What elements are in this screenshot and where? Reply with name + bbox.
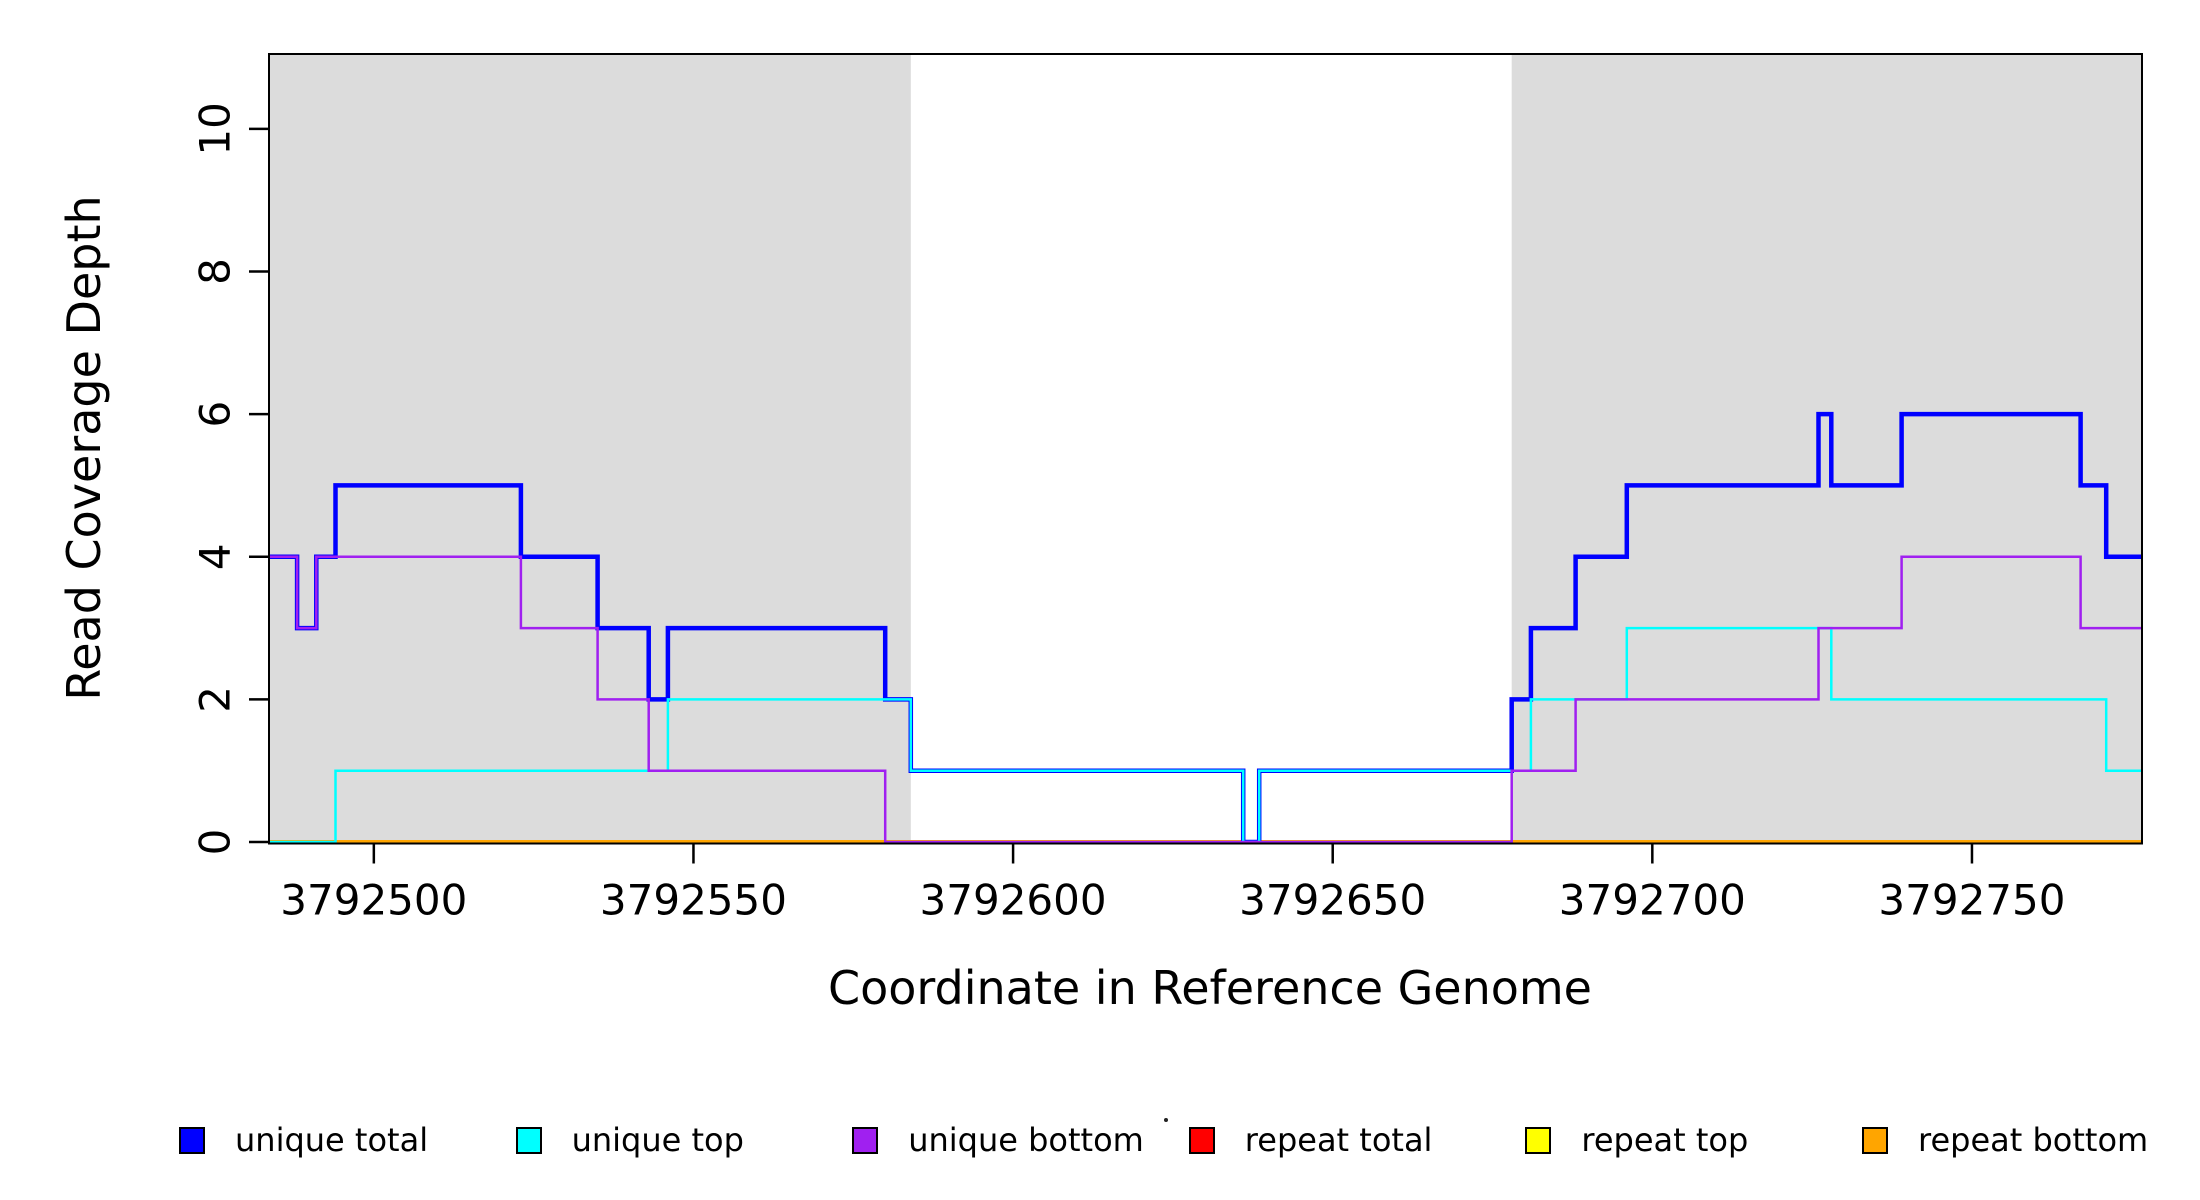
legend-item-unique-bottom: unique bottom: [852, 1118, 1144, 1162]
legend-label: unique bottom: [908, 1121, 1144, 1159]
legend-swatch-unique-total: [179, 1126, 205, 1154]
legend-swatch-repeat-bottom: [1862, 1126, 1888, 1154]
legend-label: unique total: [235, 1121, 429, 1159]
legend-swatch-repeat-total: [1188, 1126, 1215, 1154]
legend-swatch-repeat-top: [1525, 1126, 1552, 1154]
legend-label: repeat total: [1244, 1121, 1433, 1159]
x-tick-label: 3792750: [1878, 876, 2065, 925]
x-axis-title: Coordinate in Reference Genome: [828, 961, 1592, 1015]
legend-item-repeat-total: repeat total: [1188, 1118, 1433, 1162]
x-tick-label: 3792700: [1559, 876, 1746, 925]
plot-border: [268, 53, 2143, 845]
series-line-unique-bottom: [269, 555, 2142, 844]
legend-label: repeat top: [1581, 1121, 1749, 1159]
y-tick-label: 2: [191, 686, 240, 713]
x-tick-label: 3792550: [600, 876, 787, 925]
y-axis-title: Read Coverage Depth: [57, 195, 111, 701]
y-tick-label: 4: [191, 543, 240, 570]
y-tick-label: 6: [191, 401, 240, 428]
stray-mark: [1164, 1118, 1168, 1122]
legend-swatch-unique-bottom: [852, 1126, 879, 1154]
legend-item-unique-total: unique total: [179, 1118, 428, 1162]
legend-swatch-unique-top: [515, 1126, 542, 1154]
shaded-region-1: [269, 54, 911, 844]
y-tick-label: 8: [191, 258, 240, 285]
x-tick-label: 3792500: [280, 876, 467, 925]
legend-item-repeat-top: repeat top: [1525, 1118, 1748, 1162]
legend-label: repeat bottom: [1918, 1121, 2149, 1159]
shaded-region-2: [1511, 54, 2142, 844]
legend-item-unique-top: unique top: [515, 1118, 744, 1162]
y-tick-label: 0: [191, 829, 240, 856]
series-line-unique-top: [269, 626, 2142, 844]
legend-label: unique top: [571, 1121, 744, 1159]
x-tick-label: 3792600: [920, 876, 1107, 925]
legend-item-repeat-bottom: repeat bottom: [1862, 1118, 2148, 1162]
y-tick-label: 10: [191, 102, 240, 155]
x-tick-label: 3792650: [1239, 876, 1426, 925]
